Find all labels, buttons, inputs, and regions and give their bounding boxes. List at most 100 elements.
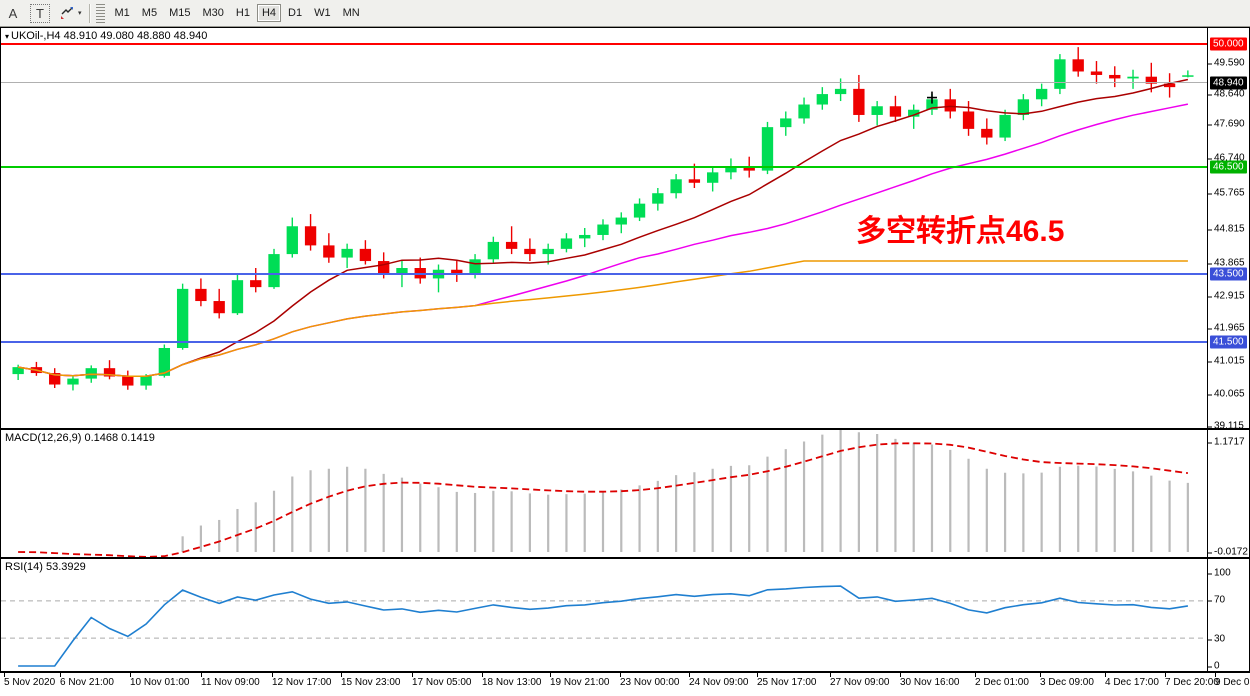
- price-tick-48.940: 48.940: [1210, 76, 1247, 90]
- rsi-tick-30: 30: [1208, 634, 1225, 645]
- timeframe-h1[interactable]: H1: [235, 7, 250, 19]
- price-chart-pane[interactable]: ▾ UKOil-,H4 48.910 49.080 48.880 48.940 多…: [0, 27, 1208, 429]
- toolbar-separator: [88, 3, 91, 23]
- timeframe-m1[interactable]: M1: [114, 7, 130, 19]
- time-label: 11 Nov 09:00: [201, 677, 260, 688]
- macd-axis[interactable]: 1.1717 -0.0172: [1208, 429, 1250, 558]
- hline-resistance-50[interactable]: [1, 43, 1207, 45]
- time-tick-mark: [975, 673, 976, 677]
- timeframe-m5[interactable]: M5: [141, 7, 158, 19]
- hline-pivot-46.5[interactable]: [1, 166, 1207, 168]
- macd-pane-label: MACD(12,26,9) 0.1468 0.1419: [5, 432, 155, 444]
- price-pane-title: UKOil-,H4 48.910 49.080 48.880 48.940: [11, 30, 208, 42]
- time-tick-mark: [130, 673, 131, 677]
- timeframe-h4[interactable]: H4: [256, 4, 282, 22]
- price-tick-43.500: 43.500: [1210, 267, 1247, 281]
- price-pane-label: ▾ UKOil-,H4 48.910 49.080 48.880 48.940: [5, 30, 207, 42]
- price-tick-39.115: 39.115: [1208, 421, 1244, 432]
- timeframe-mn[interactable]: MN: [342, 7, 360, 19]
- time-label: 17 Nov 05:00: [412, 677, 472, 688]
- time-tick-mark: [1215, 673, 1216, 677]
- chart-annotation-pivot: 多空转折点46.5: [856, 215, 1065, 248]
- timeframe-m30[interactable]: M30: [202, 7, 224, 19]
- macd-pane[interactable]: MACD(12,26,9) 0.1468 0.1419: [0, 429, 1208, 558]
- time-tick-mark: [900, 673, 901, 677]
- rsi-tick-70: 70: [1208, 595, 1225, 606]
- price-axis[interactable]: 50.000 49.590 48.940 48.640 47.690 46.740 46.5…: [1208, 27, 1250, 432]
- price-pane-caret-icon[interactable]: ▾: [5, 32, 10, 41]
- toolbar: A T ▾ M1 M5 M15 M30 H1 H4 D1 W1 MN: [0, 0, 1250, 27]
- objects-dropdown-caret-icon[interactable]: ▾: [78, 10, 82, 17]
- time-label: 12 Nov 17:00: [272, 677, 332, 688]
- time-axis[interactable]: 5 Nov 2020 6 Nov 21:00 10 Nov 01:00 11 Nov …: [0, 672, 1250, 696]
- text-tool-icon[interactable]: A: [8, 5, 18, 21]
- time-label: 23 Nov 00:00: [620, 677, 680, 688]
- price-tick-44.815: 44.815: [1208, 224, 1245, 235]
- timeframe-d1[interactable]: D1: [288, 7, 303, 19]
- time-label: 3 Dec 09:00: [1040, 677, 1094, 688]
- time-tick-mark: [620, 673, 621, 677]
- rsi-pane[interactable]: RSI(14) 53.3929: [0, 558, 1208, 672]
- time-label: 5 Nov 2020: [4, 677, 56, 688]
- macd-canvas: [18, 430, 1189, 557]
- time-tick-mark: [550, 673, 551, 677]
- time-label: 25 Nov 17:00: [757, 677, 817, 688]
- time-label: 7 Dec 20:00: [1165, 677, 1219, 688]
- time-label: 19 Nov 21:00: [550, 677, 610, 688]
- timeframe-m15[interactable]: M15: [169, 7, 191, 19]
- price-tick-41.500: 41.500: [1210, 335, 1247, 349]
- objects-icon[interactable]: [54, 2, 80, 24]
- price-tick-46.500: 46.500: [1210, 160, 1247, 174]
- time-tick-mark: [4, 673, 5, 677]
- time-label: 15 Nov 23:00: [341, 677, 401, 688]
- time-label: 9 Dec 05:00: [1215, 677, 1250, 688]
- timeframe-w1[interactable]: W1: [314, 7, 331, 19]
- time-label: 4 Dec 17:00: [1105, 677, 1159, 688]
- price-tick-43.865: 43.865: [1208, 258, 1245, 269]
- time-tick-mark: [830, 673, 831, 677]
- rsi-canvas: [1, 585, 1207, 667]
- time-tick-mark: [272, 673, 273, 677]
- price-tick-42.915: 42.915: [1208, 291, 1245, 302]
- time-label: 24 Nov 09:00: [689, 677, 749, 688]
- macd-tick--0.0172: -0.0172: [1208, 547, 1248, 558]
- time-label: 2 Dec 01:00: [975, 677, 1029, 688]
- time-tick-mark: [757, 673, 758, 677]
- price-tick-47.690: 47.690: [1208, 119, 1245, 130]
- time-tick-mark: [482, 673, 483, 677]
- time-label: 10 Nov 01:00: [130, 677, 190, 688]
- rsi-axis[interactable]: 100 70 30 0: [1208, 558, 1250, 672]
- time-tick-mark: [412, 673, 413, 677]
- rsi-tick-0: 0: [1208, 661, 1220, 672]
- time-tick-mark: [689, 673, 690, 677]
- price-tick-46.740: 46.740: [1208, 153, 1245, 164]
- price-tick-45.765: 45.765: [1208, 188, 1245, 199]
- hline-support-43.5[interactable]: [1, 273, 1207, 275]
- time-tick-mark: [60, 673, 61, 677]
- macd-tick-1.1717: 1.1717: [1208, 437, 1245, 448]
- candlestick-canvas: [12, 47, 1194, 391]
- hline-support-41.5[interactable]: [1, 341, 1207, 343]
- toolbar-grip[interactable]: [95, 3, 105, 23]
- price-tick-49.590: 49.590: [1208, 58, 1245, 69]
- price-tick-50.000: 50.000: [1210, 37, 1247, 51]
- time-tick-mark: [1040, 673, 1041, 677]
- rsi-tick-100: 100: [1208, 568, 1231, 579]
- label-tool-icon[interactable]: T: [30, 3, 50, 23]
- price-tick-40.065: 40.065: [1208, 389, 1245, 400]
- price-tick-48.640: 48.640: [1208, 89, 1245, 100]
- timeframe-group: M1 M5 M15 M30 H1 H4 D1 W1 MN: [109, 4, 366, 22]
- price-tick-41.965: 41.965: [1208, 323, 1245, 334]
- time-tick-mark: [201, 673, 202, 677]
- time-label: 27 Nov 09:00: [830, 677, 890, 688]
- time-tick-mark: [341, 673, 342, 677]
- hline-current-price[interactable]: [1, 82, 1207, 83]
- time-label: 18 Nov 13:00: [482, 677, 542, 688]
- time-tick-mark: [1105, 673, 1106, 677]
- rsi-pane-label: RSI(14) 53.3929: [5, 561, 86, 573]
- time-label: 6 Nov 21:00: [60, 677, 114, 688]
- price-tick-41.015: 41.015: [1208, 356, 1245, 367]
- time-tick-mark: [1165, 673, 1166, 677]
- time-label: 30 Nov 16:00: [900, 677, 960, 688]
